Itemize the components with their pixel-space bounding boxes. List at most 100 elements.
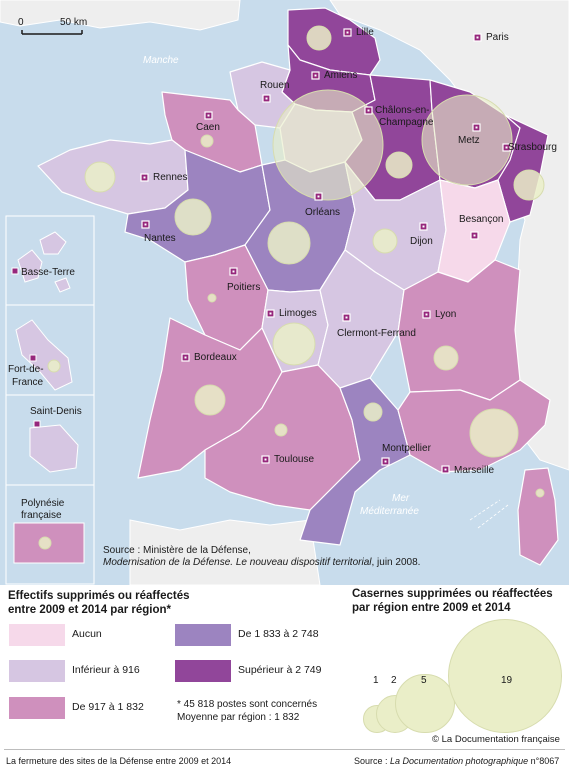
city-square-inner-icon bbox=[505, 146, 508, 149]
swatch-aucun bbox=[8, 623, 66, 647]
city-square-inner-icon bbox=[475, 126, 478, 129]
legend-bubble-5 bbox=[395, 673, 455, 733]
guadeloupe-island bbox=[17, 231, 71, 293]
bubble-lorraine bbox=[421, 94, 513, 186]
city-label: Poitiers bbox=[227, 282, 260, 293]
spain-land bbox=[129, 519, 321, 585]
scale-distance: 50 km bbox=[60, 17, 87, 28]
label-manche: Manche bbox=[143, 55, 179, 66]
city-square-inner-icon bbox=[345, 316, 348, 319]
bubble-midi-pyrenees bbox=[274, 423, 288, 437]
overseas-insets bbox=[5, 215, 95, 585]
city-label: Dijon bbox=[410, 236, 433, 247]
sea-route-lines bbox=[469, 499, 509, 529]
city-square-inner-icon bbox=[384, 460, 387, 463]
map-source-suffix: , juin 2008. bbox=[372, 557, 421, 568]
legend-panel: Effectifs supprimés ou réaffectés entre … bbox=[0, 585, 569, 771]
bubble-poitou bbox=[207, 293, 217, 303]
footer-divider bbox=[4, 749, 565, 750]
bubble-ile-de-france bbox=[272, 89, 384, 201]
bubble-rhone-alpes bbox=[433, 345, 459, 371]
city-square-inner-icon bbox=[264, 458, 267, 461]
city-square-inner-icon bbox=[317, 195, 320, 198]
bubble-bretagne bbox=[84, 161, 116, 193]
label-polynesie-1: Polynésie bbox=[21, 498, 65, 509]
city-label: Caen bbox=[196, 122, 220, 133]
city-label: Châlons-en- bbox=[375, 105, 429, 116]
city-square-inner-icon bbox=[346, 31, 349, 34]
bubble-pays-de-la-loire bbox=[174, 198, 212, 236]
inset-labels: Basse-Terre Fort-de- France Saint-Denis … bbox=[8, 267, 82, 521]
legend-effectifs-title-2: entre 2009 et 2014 par région* bbox=[8, 604, 171, 616]
city-square-inner-icon bbox=[144, 223, 147, 226]
bubble-limousin bbox=[272, 322, 316, 366]
city-label: Paris bbox=[486, 32, 509, 43]
city-square-inner-icon bbox=[269, 312, 272, 315]
city-square-inner-icon bbox=[422, 225, 425, 228]
legend-class-superieur: Supérieur à 2 749 bbox=[238, 664, 322, 676]
martinique-island bbox=[15, 319, 73, 391]
legend-casernes-title-1: Casernes supprimées ou réaffectées bbox=[352, 588, 553, 600]
label-basse-terre: Basse-Terre bbox=[21, 267, 75, 278]
scale-bar: 0 50 km bbox=[18, 17, 87, 35]
bubble-corse bbox=[535, 488, 545, 498]
label-mer: Mer bbox=[392, 493, 410, 504]
city-square-inner-icon bbox=[143, 176, 146, 179]
city-label: Orléans bbox=[305, 207, 340, 218]
legend-note-1: * 45 818 postes sont concernés bbox=[177, 699, 318, 710]
region-rhone-alpes bbox=[397, 259, 521, 401]
city-square-inner-icon bbox=[444, 468, 447, 471]
bubble-centre bbox=[267, 221, 311, 265]
city-square-inner-icon bbox=[314, 74, 317, 77]
bubble-nord bbox=[306, 25, 332, 51]
swatch-inferieur-916 bbox=[8, 659, 66, 683]
city-square-icon bbox=[11, 267, 19, 275]
legend-bubble-label: 5 bbox=[421, 675, 427, 686]
legend-class-aucun: Aucun bbox=[72, 628, 102, 640]
city-square-icon bbox=[29, 354, 37, 362]
bubble-martinique bbox=[47, 359, 61, 373]
city-label: Nantes bbox=[144, 233, 176, 244]
map-source-line-2: Modernisation de la Défense. Le nouveau … bbox=[103, 557, 420, 568]
city-label: Toulouse bbox=[274, 454, 314, 465]
city-label: Lyon bbox=[435, 309, 456, 320]
city-label: Lille bbox=[356, 27, 374, 38]
city-label: Strasbourg bbox=[508, 142, 557, 153]
city-label: Metz bbox=[458, 135, 480, 146]
legend-bubble-label: 19 bbox=[501, 675, 513, 686]
bubble-languedoc bbox=[363, 402, 383, 422]
footer-source: Source : La Documentation photographique… bbox=[354, 756, 559, 766]
legend-bubble-label: 1 bbox=[373, 675, 379, 686]
legend-class-917: De 917 à 1 832 bbox=[72, 701, 144, 713]
swatch-917-1832 bbox=[8, 696, 66, 720]
legend-casernes-title-2: par région entre 2009 et 2014 bbox=[352, 602, 511, 614]
city-square-inner-icon bbox=[473, 234, 476, 237]
city-square-inner-icon bbox=[184, 356, 187, 359]
city-square-inner-icon bbox=[476, 36, 479, 39]
legend-bubble-19 bbox=[448, 619, 562, 733]
region-corse bbox=[517, 467, 559, 566]
footer-source-suffix: n°8067 bbox=[528, 756, 560, 766]
city-label: Amiens bbox=[324, 70, 357, 81]
region-auvergne bbox=[317, 249, 405, 389]
city-label: Marseille bbox=[454, 465, 494, 476]
bubble-champagne bbox=[385, 151, 413, 179]
footer-source-prefix: Source : bbox=[354, 756, 391, 766]
bubble-polynesie bbox=[38, 536, 52, 550]
city-label: Besançon bbox=[459, 214, 503, 225]
bubble-alsace bbox=[513, 169, 545, 201]
map-source-italic: Modernisation de la Défense. Le nouveau … bbox=[103, 557, 372, 568]
legend-class-1833: De 1 833 à 2 748 bbox=[238, 628, 319, 640]
label-mediterranee: Méditerranée bbox=[360, 506, 419, 517]
city-label: Bordeaux bbox=[194, 352, 237, 363]
legend-class-inferieur: Inférieur à 916 bbox=[72, 664, 140, 676]
swatch-1833-2748 bbox=[174, 623, 232, 647]
label-polynesie-2: française bbox=[21, 510, 62, 521]
city-label: Limoges bbox=[279, 308, 317, 319]
scale-zero: 0 bbox=[18, 17, 24, 28]
city-label: Clermont-Ferrand bbox=[337, 328, 416, 339]
city-square-icon bbox=[33, 420, 41, 428]
legend-note-2: Moyenne par région : 1 832 bbox=[177, 712, 300, 723]
label-saint-denis: Saint-Denis bbox=[30, 406, 82, 417]
barracks-bubbles bbox=[38, 25, 545, 550]
